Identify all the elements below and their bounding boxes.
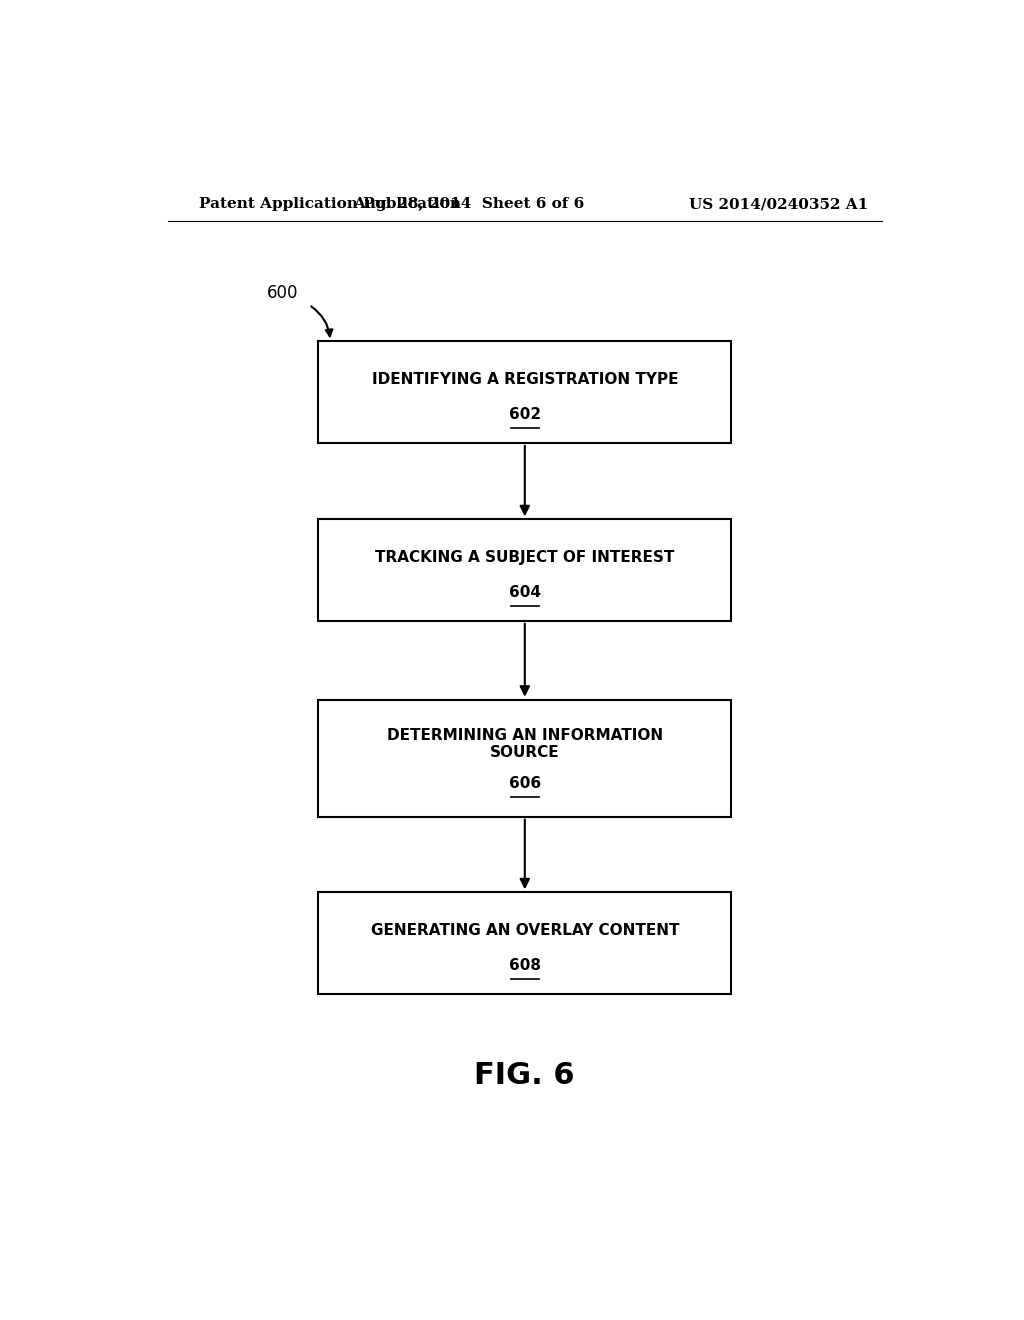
Text: Aug. 28, 2014  Sheet 6 of 6: Aug. 28, 2014 Sheet 6 of 6 [353,197,585,211]
Text: US 2014/0240352 A1: US 2014/0240352 A1 [689,197,868,211]
FancyBboxPatch shape [318,519,731,620]
FancyBboxPatch shape [318,342,731,444]
Text: TRACKING A SUBJECT OF INTEREST: TRACKING A SUBJECT OF INTEREST [375,550,675,565]
Text: 600: 600 [267,284,298,301]
Text: DETERMINING AN INFORMATION
SOURCE: DETERMINING AN INFORMATION SOURCE [387,727,663,760]
FancyBboxPatch shape [318,892,731,994]
Text: Patent Application Publication: Patent Application Publication [200,197,462,211]
Text: IDENTIFYING A REGISTRATION TYPE: IDENTIFYING A REGISTRATION TYPE [372,372,678,388]
Text: 604: 604 [509,585,541,599]
FancyBboxPatch shape [318,700,731,817]
Text: 608: 608 [509,958,541,973]
Text: 606: 606 [509,776,541,791]
FancyArrowPatch shape [311,306,333,337]
Text: 602: 602 [509,407,541,422]
Text: GENERATING AN OVERLAY CONTENT: GENERATING AN OVERLAY CONTENT [371,924,679,939]
Text: FIG. 6: FIG. 6 [474,1061,575,1090]
